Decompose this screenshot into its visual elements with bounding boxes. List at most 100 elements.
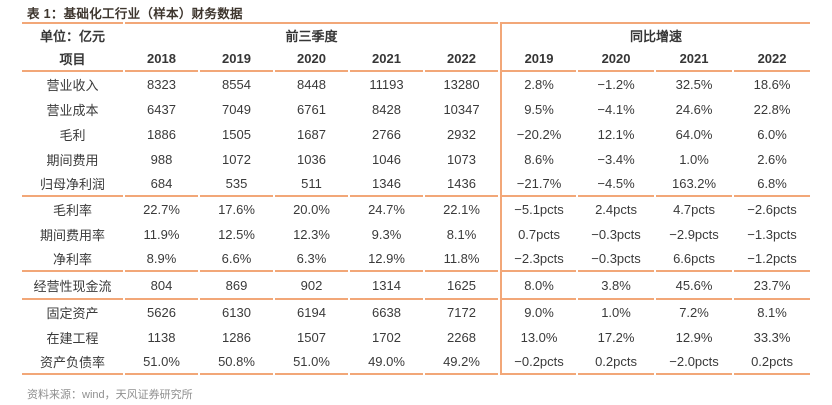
value-cell: 13280 <box>443 77 480 92</box>
group-header-right: 同比增速 <box>500 22 811 46</box>
value-cell: 2766 <box>372 127 401 142</box>
value-cell: 1436 <box>425 172 499 197</box>
growth-cell: 9.0% <box>500 300 576 325</box>
growth-cell: 4.7pcts <box>673 202 715 217</box>
value-cell: 2268 <box>447 330 476 345</box>
growth-cell: 0.7pcts <box>500 222 576 247</box>
growth-cell: −0.3pcts <box>578 247 655 272</box>
growth-cell: −5.1pcts <box>500 197 576 222</box>
value-cell: 8554 <box>222 77 251 92</box>
value-cell: 17.6% <box>218 202 255 217</box>
value-cell: 1505 <box>222 127 251 142</box>
value-cell: 1073 <box>447 152 476 167</box>
value-cell: 49.0% <box>350 350 423 375</box>
growth-cell: −2.0pcts <box>656 350 733 375</box>
growth-cell: 6.0% <box>757 127 787 142</box>
value-cell: 22.7% <box>143 202 180 217</box>
growth-cell: 33.3% <box>753 330 791 345</box>
growth-cell: 12.1% <box>597 127 635 142</box>
growth-cell: 45.6% <box>656 272 733 300</box>
value-cell: 7049 <box>222 102 251 117</box>
growth-cell: −1.3pcts <box>747 227 797 242</box>
growth-cell: 23.7% <box>734 272 811 300</box>
growth-cell: −4.5% <box>578 172 655 197</box>
value-cell: 869 <box>200 272 273 300</box>
value-cell: 1687 <box>297 127 326 142</box>
growth-cell: −0.2pcts <box>500 350 577 375</box>
value-cell: 6437 <box>147 102 176 117</box>
growth-cell: 0.2pcts <box>734 350 811 375</box>
year-header: 2018 <box>125 46 198 72</box>
growth-cell: −2.3pcts <box>500 247 577 272</box>
growth-cell: −3.4% <box>597 152 635 167</box>
value-cell: 1314 <box>350 272 423 300</box>
growth-cell: −1.2% <box>597 77 635 92</box>
year-header: 2020 <box>275 46 348 72</box>
growth-cell: 9.5% <box>500 97 576 122</box>
growth-cell: 17.2% <box>597 330 635 345</box>
financial-table: 单位：亿元 前三季度 同比增速 项目 2018 2019 2020 2021 2022 2019 2… <box>20 22 812 375</box>
value-cell: 51.0% <box>275 350 348 375</box>
growth-cell: 32.5% <box>675 77 713 92</box>
row-label: 期间费用 <box>46 153 99 168</box>
value-cell: 804 <box>125 272 198 300</box>
value-cell: 10347 <box>443 102 480 117</box>
value-cell: 8428 <box>372 102 401 117</box>
growth-cell: −4.1% <box>597 102 635 117</box>
unit-label: 单位：亿元 <box>22 22 123 46</box>
group-header-left: 前三季度 <box>125 22 499 46</box>
value-cell: 7172 <box>447 305 476 320</box>
growth-cell: −2.9pcts <box>669 227 719 242</box>
row-label: 期间费用率 <box>39 228 105 243</box>
row-label: 资产负债率 <box>22 350 123 375</box>
value-cell: 20.0% <box>293 202 330 217</box>
report-table-title: 表 1：基础化工行业（样本）财务数据 <box>27 7 243 21</box>
value-cell: 8323 <box>147 77 176 92</box>
growth-cell: −1.2pcts <box>734 247 811 272</box>
value-cell: 1036 <box>297 152 326 167</box>
row-label: 营业成本 <box>46 103 99 118</box>
growth-cell: 7.2% <box>679 305 709 320</box>
row-label: 毛利率 <box>52 203 92 218</box>
value-cell: 12.3% <box>293 227 330 242</box>
row-label: 固定资产 <box>46 306 99 321</box>
value-cell: 6.6% <box>200 247 273 272</box>
item-header: 项目 <box>22 46 123 72</box>
value-cell: 1138 <box>147 330 176 345</box>
row-label: 毛利 <box>59 128 86 143</box>
value-cell: 6761 <box>297 102 326 117</box>
value-cell: 9.3% <box>371 227 402 242</box>
source-note: 资料来源：wind，天风证券研究所 <box>27 389 193 401</box>
growth-cell: 6.8% <box>734 172 811 197</box>
growth-cell: 64.0% <box>675 127 713 142</box>
value-cell: 2932 <box>447 127 476 142</box>
value-cell: 24.7% <box>368 202 405 217</box>
value-cell: 1072 <box>222 152 251 167</box>
value-cell: 6.3% <box>275 247 348 272</box>
value-cell: 49.2% <box>425 350 499 375</box>
value-cell: 11.8% <box>425 247 499 272</box>
row-label: 在建工程 <box>46 331 99 346</box>
value-cell: 1286 <box>222 330 251 345</box>
growth-cell: 12.9% <box>675 330 713 345</box>
year-header: 2019 <box>500 46 577 72</box>
row-label: 净利率 <box>22 247 123 272</box>
value-cell: 511 <box>275 172 348 197</box>
year-header: 2019 <box>200 46 273 72</box>
growth-cell: 8.0% <box>500 272 577 300</box>
value-cell: 6130 <box>222 305 251 320</box>
year-header: 2021 <box>656 46 733 72</box>
value-cell: 8.1% <box>446 227 477 242</box>
value-cell: 8448 <box>297 77 326 92</box>
value-cell: 988 <box>150 152 173 167</box>
value-cell: 684 <box>125 172 198 197</box>
growth-cell: −0.3pcts <box>591 227 641 242</box>
value-cell: 5626 <box>147 305 176 320</box>
value-cell: 22.1% <box>443 202 480 217</box>
growth-cell: 1.0% <box>601 305 631 320</box>
growth-cell: 18.6% <box>753 77 791 92</box>
growth-cell: −20.2% <box>500 122 576 147</box>
growth-cell: 3.8% <box>578 272 655 300</box>
growth-cell: 13.0% <box>500 325 576 350</box>
